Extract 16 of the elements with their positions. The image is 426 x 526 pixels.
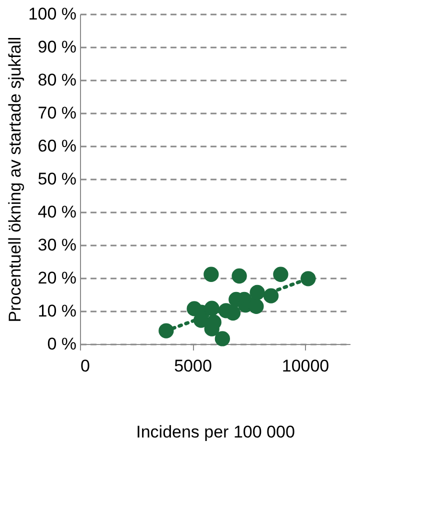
y-tick-label: 80 % [38, 70, 76, 90]
y-tick-label: 70 % [38, 104, 76, 122]
y-tick-label: 90 % [38, 38, 76, 56]
y-tick-label: 100 % [28, 4, 76, 24]
y-tick-label: 40 % [38, 202, 76, 222]
x-tick-label: 5000 [174, 356, 212, 376]
y-axis-title: Procentuell ökning av startade sjukfall [5, 36, 24, 322]
x-tick-label: 10000 [282, 356, 330, 376]
y-tick-label: 0 % [47, 334, 76, 354]
y-tick-label: 50 % [38, 170, 76, 188]
y-tick-label: 30 % [38, 236, 76, 254]
y-tick-label: 60 % [38, 136, 76, 156]
x-axis-title: Incidens per 100 000 [136, 422, 295, 442]
y-tick-label: 20 % [38, 268, 76, 288]
y-tick-label: 10 % [38, 302, 76, 320]
x-tick-label: 0 [80, 356, 90, 376]
